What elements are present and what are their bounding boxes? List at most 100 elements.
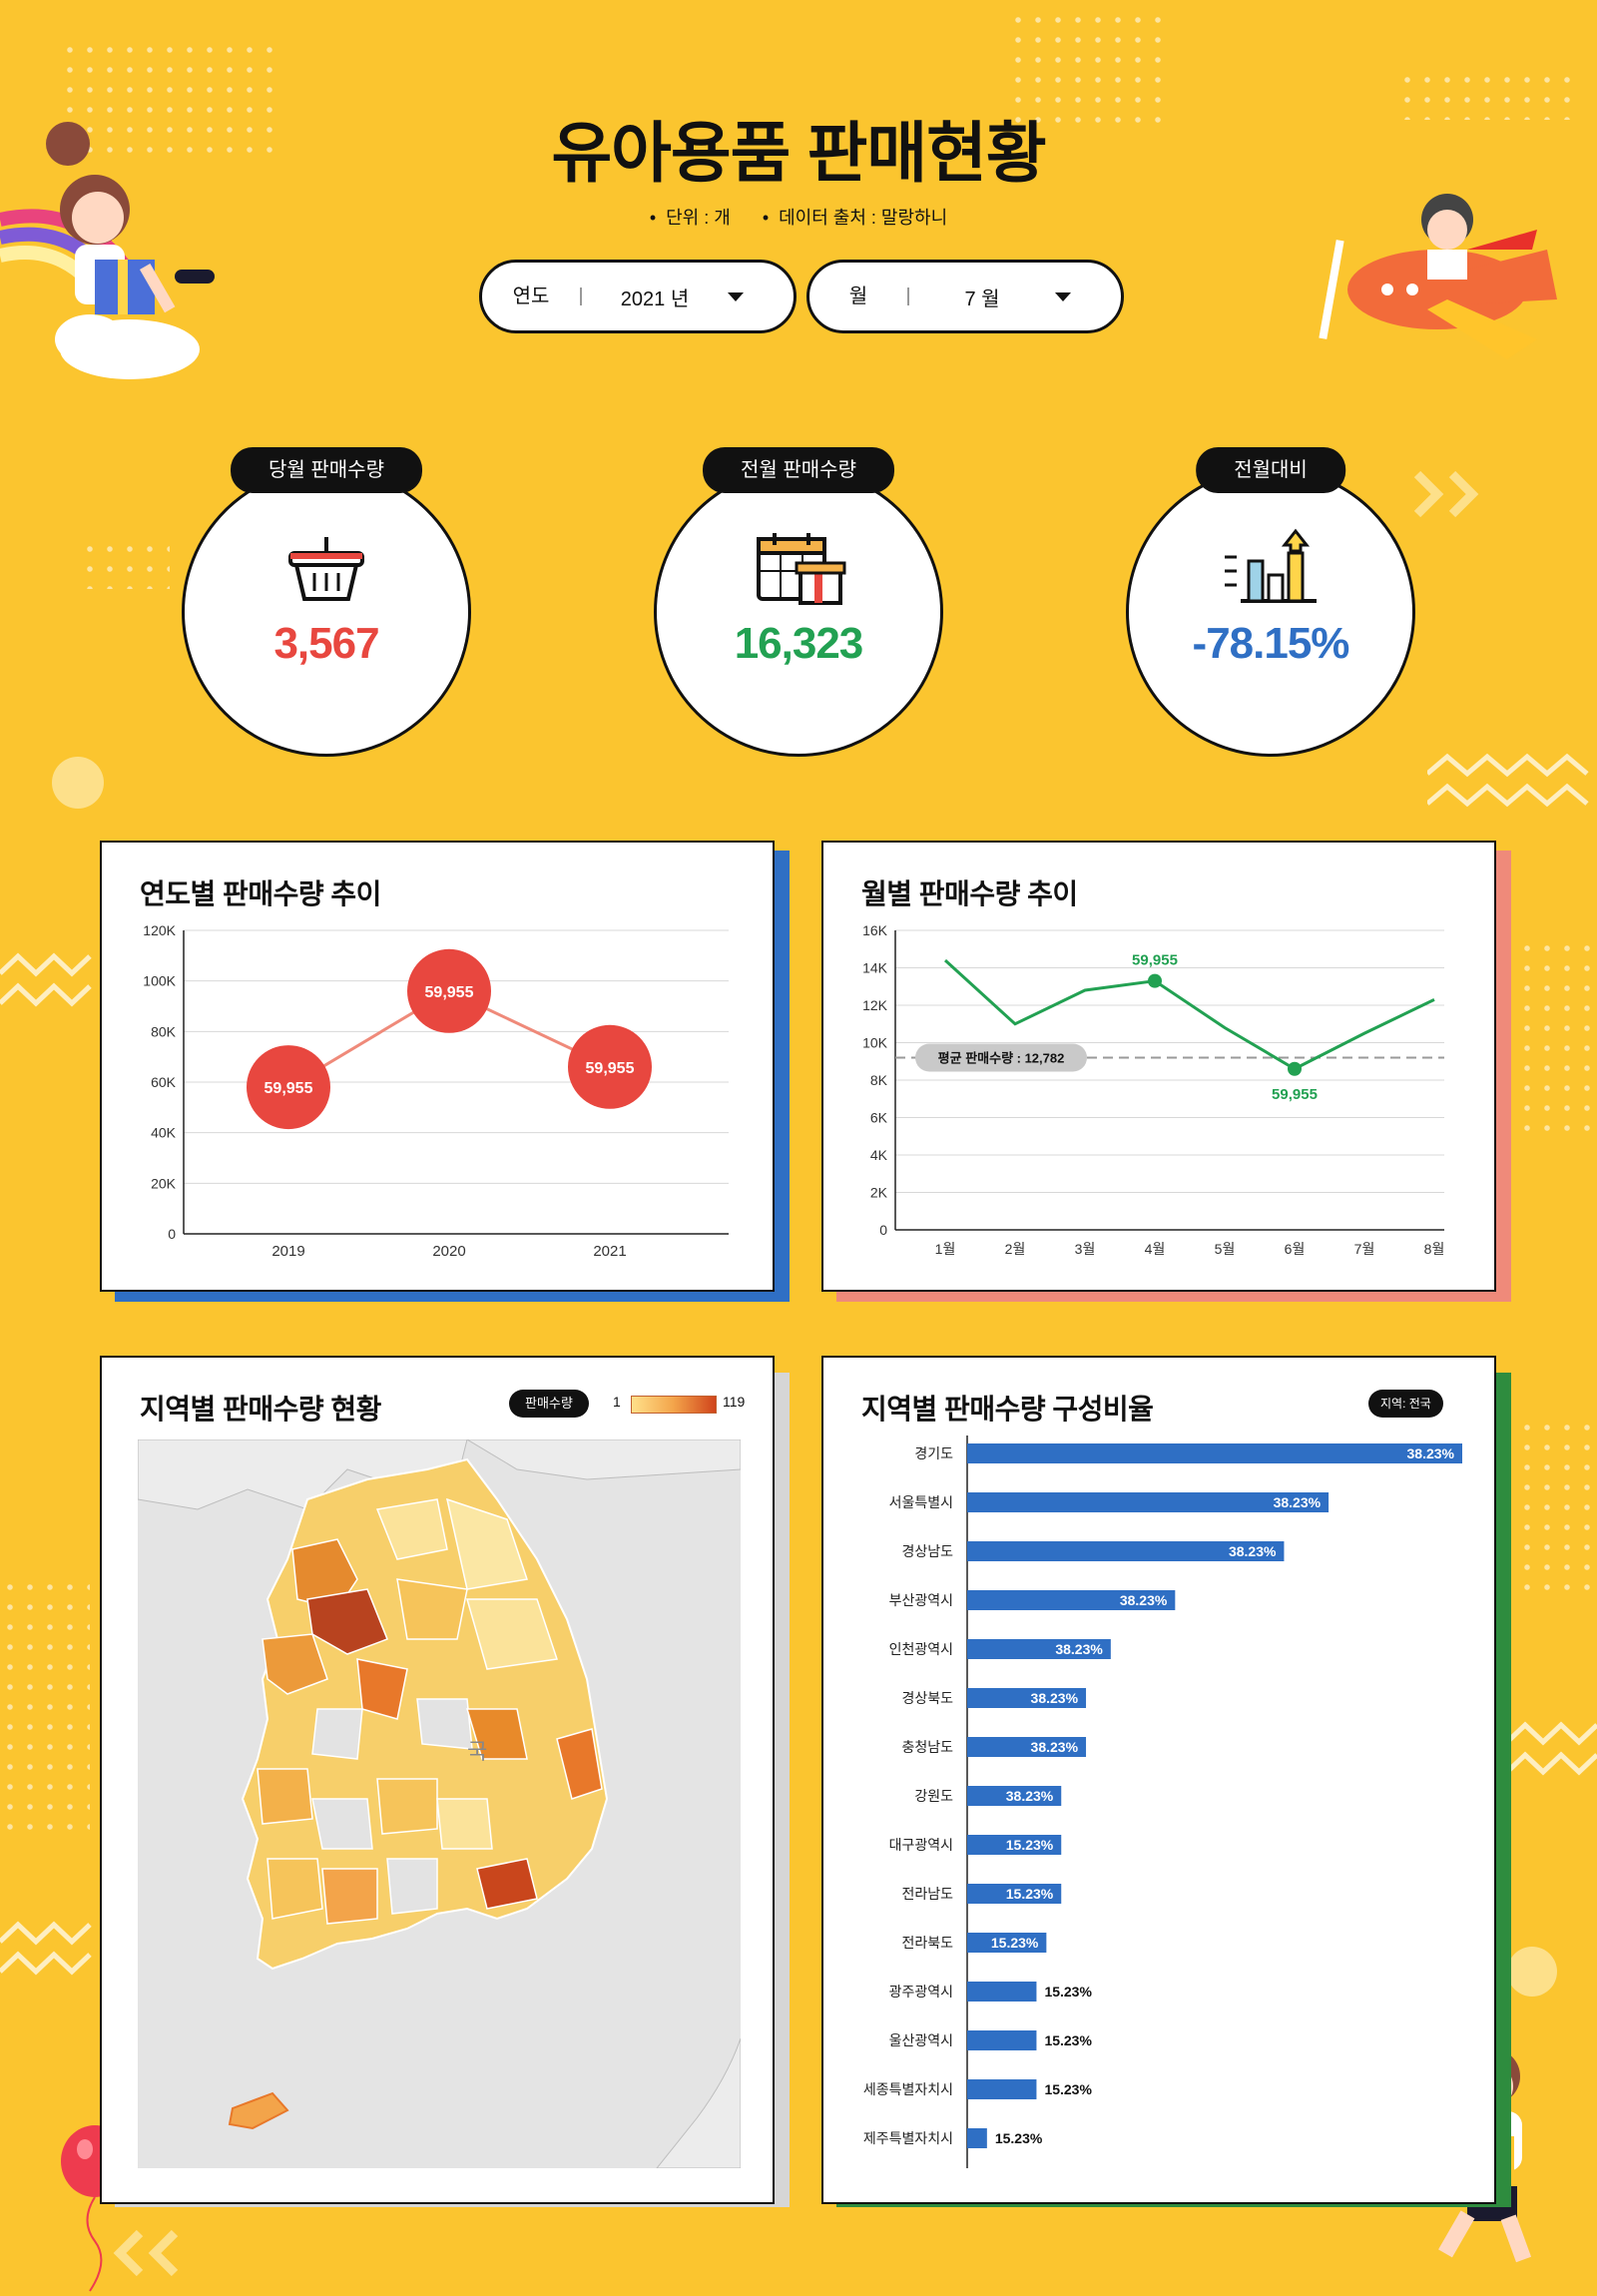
y-tick-label: 10K — [862, 1035, 888, 1051]
region-filter-badge[interactable]: 지역: 전국 — [1368, 1390, 1443, 1418]
bar-value-label: 15.23% — [991, 1935, 1039, 1951]
kpi-label: 당월 판매수량 — [231, 447, 422, 493]
data-label: 59,955 — [1272, 1086, 1318, 1103]
kpi-value: 3,567 — [273, 619, 379, 668]
zigzag-decoration — [1427, 753, 1589, 808]
y-tick-label: 14K — [862, 960, 888, 976]
circle-decoration — [52, 757, 104, 809]
bar-category-label: 강원도 — [914, 1788, 953, 1804]
legend-badge: 판매수량 — [509, 1390, 589, 1418]
kpi-current-month: 당월 판매수량 3,567 — [182, 447, 471, 757]
dot-pattern — [0, 1577, 90, 1837]
data-label: 59,955 — [1132, 952, 1178, 969]
header-meta: 단위 : 개 데이터 출처 : 말랑하니 — [0, 204, 1597, 230]
bar-category-label: 경상북도 — [901, 1690, 953, 1706]
chevron-down-icon[interactable] — [1055, 291, 1071, 301]
y-tick-label: 40K — [151, 1125, 177, 1141]
year-select[interactable]: 연도 2021 년 — [479, 260, 797, 333]
girl-with-gift-illustration — [0, 122, 215, 379]
x-tick-label: 4월 — [1145, 1241, 1166, 1257]
bar — [967, 2030, 1037, 2050]
bar-value-label: 15.23% — [995, 2130, 1043, 2146]
x-tick-label: 8월 — [1424, 1241, 1445, 1257]
bar-value-label: 38.23% — [1031, 1739, 1079, 1755]
bar-value-label: 38.23% — [1407, 1445, 1455, 1461]
x-tick-label: 2월 — [1005, 1241, 1026, 1257]
bar-category-label: 부산광역시 — [889, 1592, 953, 1608]
zigzag-decoration — [1507, 1721, 1597, 1776]
data-point — [568, 1024, 652, 1109]
monthly-line-chart: 0 2K 4K 6K 8K 10K 12K 14K 16K 평균 판매수량 : 12,782 59,… — [862, 922, 1445, 1257]
dot-pattern — [1517, 1418, 1597, 1597]
bar — [967, 1590, 1176, 1610]
x-tick-label: 5월 — [1215, 1241, 1236, 1257]
bar-category-label: 경기도 — [914, 1445, 953, 1461]
bar-category-label: 전라북도 — [901, 1935, 953, 1951]
legend-gradient — [631, 1396, 717, 1414]
kpi-previous-month: 전월 판매수량 16,323 — [654, 447, 943, 757]
basket-icon — [288, 537, 364, 601]
bar — [967, 1737, 1087, 1757]
chevron-right-icon — [1413, 470, 1479, 518]
unit-note: 단위 : 개 — [650, 204, 731, 230]
bar-category-label: 충청남도 — [901, 1739, 953, 1755]
dot-pattern — [60, 40, 279, 160]
bar — [967, 1786, 1062, 1806]
source-note: 데이터 출처 : 말랑하니 — [763, 204, 947, 230]
region-ratio-card: 지역별 판매수량 구성비율 지역: 전국 경기도 38.23% 서울특별시 38.23… — [821, 1356, 1496, 2204]
chevron-down-icon[interactable] — [728, 291, 744, 301]
calendar-gift-icon — [757, 533, 846, 605]
legend-min: 1 — [613, 1394, 621, 1410]
month-select[interactable]: 월 7 월 — [806, 260, 1124, 333]
y-tick-label: 120K — [143, 922, 176, 938]
bar — [967, 1541, 1285, 1561]
data-point — [1288, 1061, 1302, 1076]
region-bar-chart: 경기도 38.23% 서울특별시 38.23% 경상남도 38.23% 부산광역시 38.23… — [863, 1435, 1462, 2168]
y-tick-label: 16K — [862, 922, 888, 938]
data-point — [1148, 973, 1162, 988]
y-tick-label: 2K — [870, 1185, 888, 1201]
y-tick-label: 6K — [870, 1110, 888, 1126]
chevron-left-icon — [113, 2229, 179, 2277]
region-map-card: 지역별 판매수량 현황 판매수량 1 119 국 — [100, 1356, 775, 2204]
bar-value-label: 38.23% — [1031, 1690, 1079, 1706]
x-tick-label: 6월 — [1285, 1241, 1306, 1257]
data-point — [407, 948, 491, 1033]
bar-value-label: 38.23% — [1055, 1641, 1103, 1657]
bar — [967, 1884, 1062, 1904]
bar-value-label: 38.23% — [1120, 1592, 1168, 1608]
bar-category-label: 제주특별자치시 — [863, 2130, 953, 2146]
map-area[interactable]: 국 — [138, 1439, 741, 2168]
y-tick-label: 100K — [143, 973, 176, 989]
chart-title: 지역별 판매수량 구성비율 — [861, 1394, 1154, 1425]
monthly-chart-card: 월별 판매수량 추이 0 2K 4K 6K 8K 10K 12K 14K 16K 평균 판매수량 … — [821, 841, 1496, 1292]
year-select-value: 2021 년 — [620, 287, 690, 310]
y-tick-label: 4K — [870, 1147, 888, 1163]
map-country-label: 국 — [467, 1739, 487, 1764]
bar — [967, 1982, 1037, 2002]
bar-value-label: 15.23% — [1006, 1837, 1054, 1853]
bar-value-label: 38.23% — [1274, 1494, 1322, 1510]
korea-map[interactable]: 국 — [138, 1439, 741, 2168]
zigzag-decoration — [0, 952, 92, 1007]
bar — [967, 2128, 987, 2148]
bar — [967, 1933, 1047, 1953]
kpi-label: 전월 판매수량 — [703, 447, 894, 493]
dot-pattern — [1008, 10, 1168, 130]
bar-value-label: 38.23% — [1006, 1788, 1054, 1804]
y-tick-label: 8K — [870, 1072, 888, 1088]
chart-title: 월별 판매수량 추이 — [861, 878, 1078, 909]
bar — [967, 1688, 1087, 1708]
bar-value-label: 15.23% — [1006, 1886, 1054, 1902]
month-select-value: 7 월 — [964, 287, 1000, 310]
x-tick-label: 2019 — [271, 1243, 304, 1260]
bar-value-label: 38.23% — [1229, 1543, 1277, 1559]
boy-airplane-illustration — [1319, 194, 1557, 359]
kpi-circle — [1126, 467, 1415, 757]
bar-value-label: 15.23% — [1044, 2081, 1092, 2097]
bar — [967, 1443, 1462, 1463]
x-tick-label: 2021 — [593, 1243, 626, 1260]
bar — [967, 1639, 1111, 1659]
page-title: 유아용품 판매현황 — [551, 116, 1046, 190]
bar-category-label: 대구광역시 — [889, 1837, 953, 1853]
